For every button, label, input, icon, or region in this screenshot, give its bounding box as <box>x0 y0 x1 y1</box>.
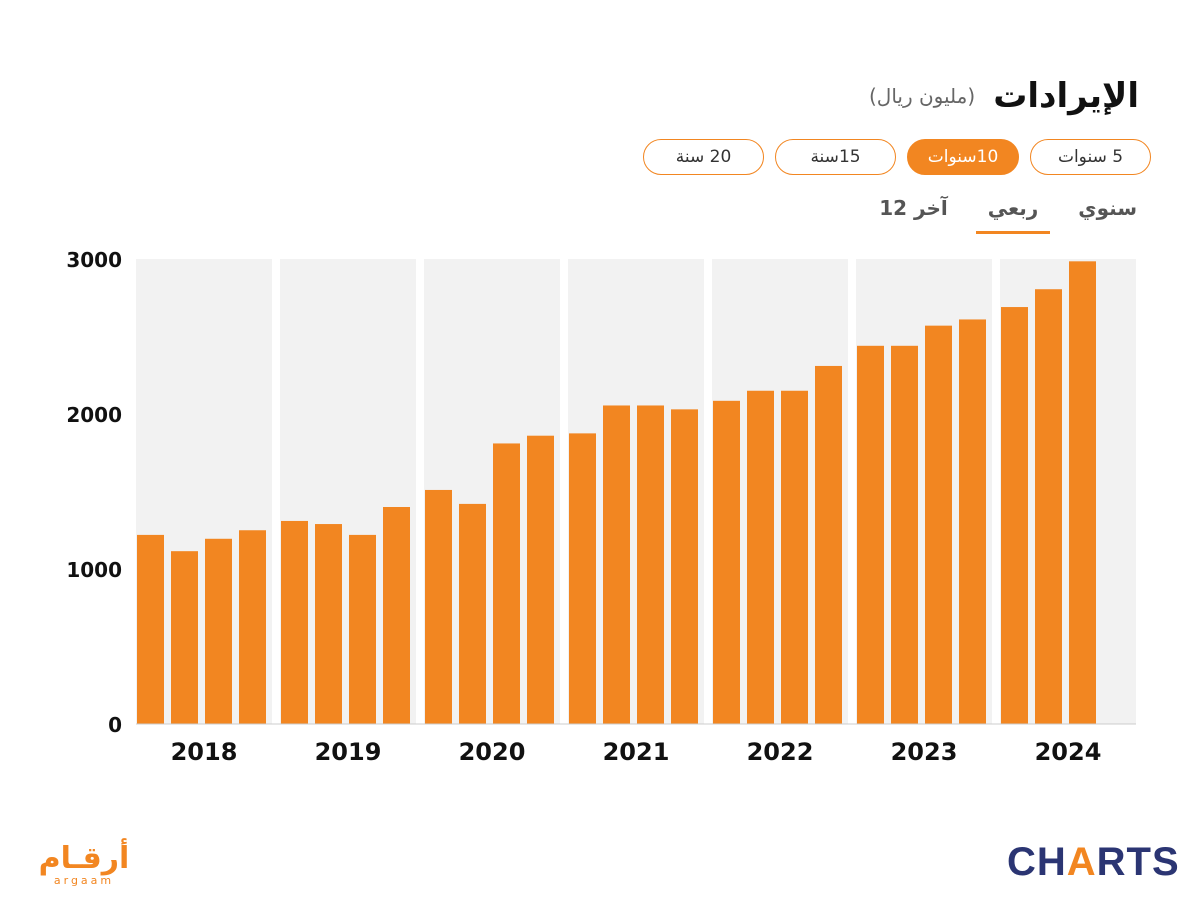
charts-logo-mark: A <box>1066 840 1097 884</box>
bar-2020-q4 <box>527 435 554 724</box>
range-tab-10y[interactable]: 10سنوات <box>907 139 1019 175</box>
x-tick-label: 2023 <box>891 738 958 766</box>
period-tab-annual[interactable]: سنوي <box>1078 196 1137 220</box>
bar-2021-q4 <box>671 409 698 724</box>
x-tick-label: 2020 <box>459 738 526 766</box>
bar-2022-q2 <box>747 390 774 724</box>
bar-2018-q1 <box>137 534 164 724</box>
y-tick-label: 0 <box>108 713 122 737</box>
chart-header: الإيرادات (مليون ريال) <box>869 74 1139 118</box>
bar-2024-q3 <box>1069 261 1096 724</box>
bar-2018-q4 <box>239 530 266 724</box>
bar-2023-q3 <box>925 325 952 724</box>
bar-2020-q1 <box>425 489 452 724</box>
bar-2019-q2 <box>315 524 342 724</box>
x-tick-label: 2024 <box>1035 738 1102 766</box>
bar-2022-q4 <box>815 365 842 724</box>
period-tabs: سنوي ربعي آخر 12 <box>879 196 1137 234</box>
bar-2024-q1 <box>1001 307 1028 724</box>
bar-2023-q2 <box>891 345 918 724</box>
bar-2019-q4 <box>383 507 410 724</box>
x-tick-label: 2022 <box>747 738 814 766</box>
bar-2021-q3 <box>637 405 664 724</box>
bar-2023-q4 <box>959 319 986 724</box>
bar-2021-q2 <box>603 405 630 724</box>
y-tick-label: 2000 <box>66 403 122 427</box>
period-tab-ttm[interactable]: آخر 12 <box>879 196 948 220</box>
bar-2021-q1 <box>569 433 596 724</box>
y-tick-label: 3000 <box>66 248 122 272</box>
charts-logo: CHARTS <box>1007 840 1180 885</box>
page-title: الإيرادات <box>993 76 1139 116</box>
bar-2022-q1 <box>713 400 740 724</box>
unit-label: (مليون ريال) <box>868 84 976 108</box>
bar-2019-q1 <box>281 520 308 724</box>
x-tick-label: 2021 <box>603 738 670 766</box>
bar-2022-q3 <box>781 390 808 724</box>
bar-2018-q3 <box>205 538 232 724</box>
revenue-bar-chart: 2018 2019 2020 2021 2022 2023 2024 0 1000 2000 300… <box>66 248 1136 766</box>
argaam-logo-ar: أرقـام <box>39 838 130 876</box>
bar-2018-q2 <box>171 551 198 724</box>
range-tab-5y[interactable]: 5 سنوات <box>1030 139 1151 175</box>
charts-logo-left: CH <box>1007 840 1067 884</box>
range-tabs: 5 سنوات 10سنوات 15سنة 20 سنة <box>643 139 1151 175</box>
y-tick-label: 1000 <box>66 558 122 582</box>
range-tab-20y[interactable]: 20 سنة <box>643 139 764 175</box>
bar-2020-q3 <box>493 443 520 724</box>
argaam-logo-en: argaam <box>54 874 114 887</box>
argaam-logo: أرقـام argaam <box>34 838 144 892</box>
bar-2020-q2 <box>459 503 486 724</box>
range-tab-15y[interactable]: 15سنة <box>775 139 896 175</box>
charts-logo-right: RTS <box>1096 840 1180 884</box>
bar-2019-q3 <box>349 534 376 724</box>
bar-2024-q2 <box>1035 289 1062 724</box>
x-tick-label: 2019 <box>315 738 382 766</box>
x-tick-label: 2018 <box>171 738 238 766</box>
bar-2023-q1 <box>857 345 884 724</box>
period-tab-quarterly[interactable]: ربعي <box>975 196 1050 234</box>
